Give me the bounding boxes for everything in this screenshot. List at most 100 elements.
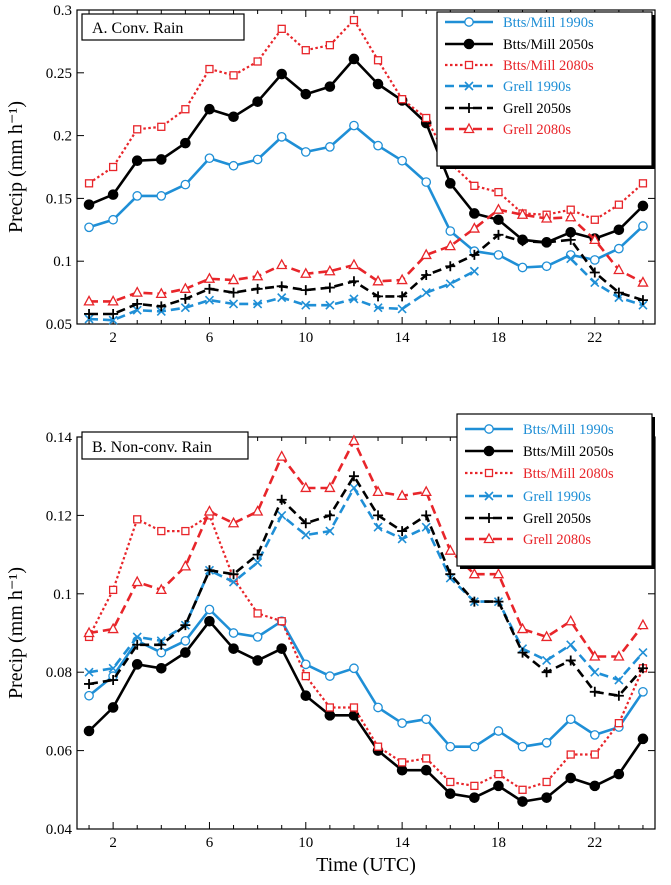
legend-label: Btts/Mill 2050s xyxy=(523,444,614,460)
data-point xyxy=(373,56,383,65)
data-point xyxy=(107,622,119,634)
data-point xyxy=(444,788,456,800)
data-point xyxy=(421,270,432,281)
data-point xyxy=(422,754,431,763)
series-btts-mill-1990s xyxy=(84,120,648,273)
data-point xyxy=(300,659,311,670)
data-point xyxy=(444,178,456,189)
data-point xyxy=(373,140,383,151)
legend-label: Grell 1990s xyxy=(523,489,591,505)
y-tick-label: 0.3 xyxy=(53,3,72,19)
data-point xyxy=(156,306,166,317)
data-point xyxy=(517,741,528,752)
data-point xyxy=(83,199,95,210)
y-tick-label: 0.12 xyxy=(46,508,72,524)
data-point xyxy=(204,103,215,115)
data-point xyxy=(157,526,166,536)
data-point xyxy=(396,764,408,776)
data-point xyxy=(84,690,94,701)
chart-panel-a: 0.05 0.1 0.15 0.2 0.25 0.3 2 6 10 14 18 22 Precip (m… xyxy=(5,3,656,346)
data-point xyxy=(228,643,239,654)
data-point xyxy=(301,530,311,540)
data-point xyxy=(325,703,335,712)
data-point xyxy=(155,287,167,299)
data-point xyxy=(373,522,383,532)
data-point xyxy=(253,57,262,66)
legend-marker xyxy=(484,491,494,501)
series-line xyxy=(569,257,644,307)
data-point xyxy=(325,671,335,681)
data-point xyxy=(445,279,455,289)
y-axis-label: Precip (mm h⁻¹) xyxy=(5,567,27,699)
data-point xyxy=(349,15,359,25)
data-point xyxy=(204,565,215,576)
data-point xyxy=(107,295,119,306)
data-point xyxy=(397,291,408,302)
legend-marker xyxy=(464,81,474,91)
data-point xyxy=(252,632,263,642)
y-tick-label: 0.14 xyxy=(46,430,73,446)
data-point xyxy=(227,516,240,528)
data-point xyxy=(373,510,384,521)
legend-label: Grell 2050s xyxy=(503,101,571,117)
data-point xyxy=(492,567,505,579)
data-point xyxy=(180,293,191,304)
data-point xyxy=(613,690,624,701)
data-point xyxy=(421,522,431,532)
y-tick-label: 0.08 xyxy=(46,665,72,681)
data-point xyxy=(565,772,577,784)
data-point xyxy=(108,162,118,172)
x-tick-label: 14 xyxy=(395,330,411,346)
data-point xyxy=(565,714,576,725)
data-point xyxy=(228,577,239,587)
data-point xyxy=(227,273,240,285)
data-point xyxy=(565,655,576,666)
data-point xyxy=(638,648,648,658)
x-tick-label: 18 xyxy=(491,835,506,851)
y-axis-label: Precip (mm h⁻¹) xyxy=(5,101,27,233)
data-point xyxy=(445,226,456,236)
data-point xyxy=(445,569,456,580)
data-point xyxy=(204,615,215,627)
data-point xyxy=(373,702,383,713)
data-point xyxy=(613,768,625,780)
data-point xyxy=(565,614,577,626)
y-tick-label: 0.15 xyxy=(46,191,72,207)
data-point xyxy=(228,299,239,309)
data-point xyxy=(108,675,119,686)
data-point xyxy=(132,639,143,650)
data-point xyxy=(228,160,239,171)
data-point xyxy=(205,64,214,74)
legend: Btts/Mill 1990s Btts/Mill 2050s Btts/Mill … xyxy=(456,413,655,569)
data-point xyxy=(180,303,190,313)
data-point xyxy=(469,208,480,219)
data-point xyxy=(637,295,648,306)
x-tick-label: 14 xyxy=(395,835,411,851)
data-point xyxy=(420,248,432,260)
x-tick-label: 2 xyxy=(109,835,117,851)
data-point xyxy=(131,286,143,297)
data-point xyxy=(397,718,407,729)
data-point xyxy=(590,667,600,677)
data-point xyxy=(372,485,384,497)
series-grell-1990s xyxy=(84,254,648,325)
data-point xyxy=(108,585,118,595)
data-point xyxy=(251,269,264,281)
x-tick-label: 22 xyxy=(587,835,602,851)
data-point xyxy=(397,534,407,544)
data-point xyxy=(84,222,94,233)
data-point xyxy=(300,481,312,493)
data-point xyxy=(324,282,335,293)
panel-label: B. Non-conv. Rain xyxy=(92,439,212,456)
data-point xyxy=(493,229,504,240)
data-point xyxy=(276,68,288,80)
data-point xyxy=(446,777,455,787)
data-point xyxy=(396,273,408,285)
data-point xyxy=(203,505,216,516)
data-point xyxy=(421,714,432,725)
data-point xyxy=(301,671,310,681)
data-point xyxy=(252,96,263,107)
data-point xyxy=(108,214,118,225)
data-point xyxy=(638,221,648,231)
data-point xyxy=(83,295,95,306)
